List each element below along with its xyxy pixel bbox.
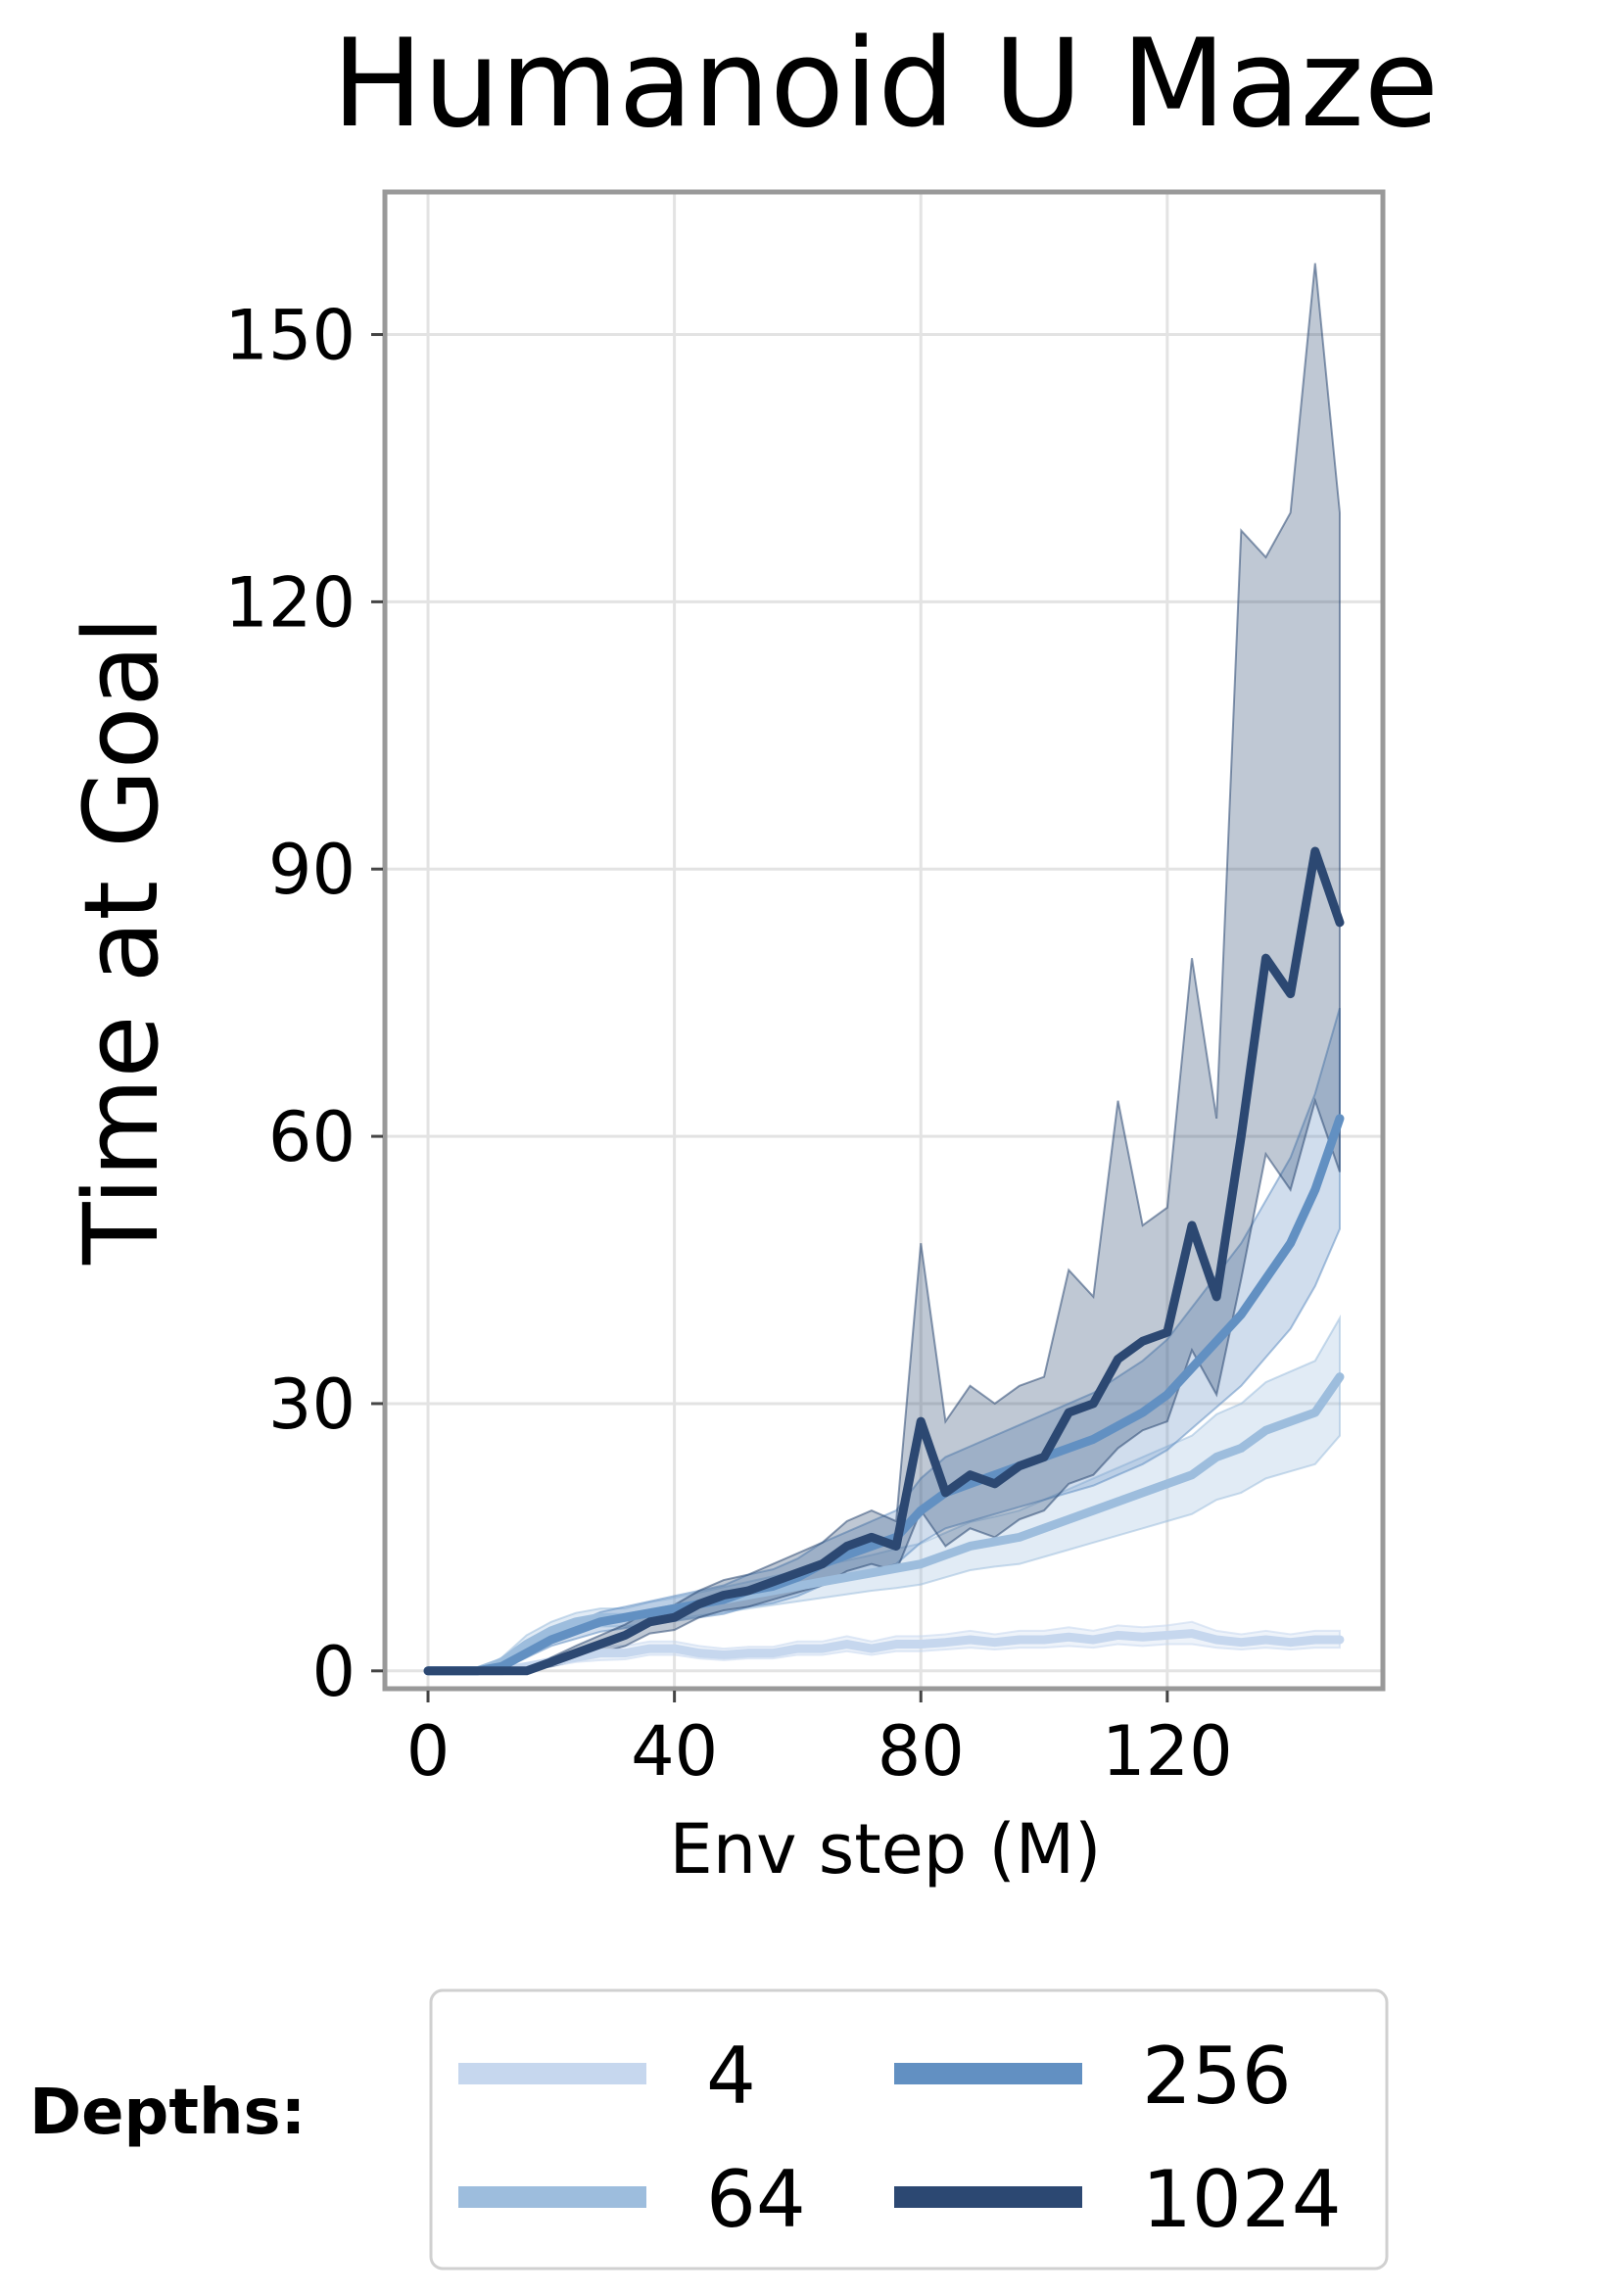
- x-axis-label: Env step (M): [670, 1809, 1102, 1889]
- legend-label-64: 64: [706, 2154, 806, 2245]
- legend-box: [429, 1988, 1389, 2271]
- line-depth-64: [423, 1372, 1345, 1676]
- chart-title: Humanoid U Maze: [332, 14, 1439, 155]
- legend: 4 64 256 1024: [458, 2031, 1342, 2245]
- line-depth-4: [423, 1629, 1345, 1676]
- y-tick-label: 120: [224, 562, 356, 643]
- gridlines: [385, 192, 1383, 1689]
- plot-frame: [382, 189, 1386, 1692]
- y-tick-label: 150: [224, 296, 356, 376]
- series-lines: [423, 846, 1345, 1676]
- x-tick-label: 0: [406, 1711, 451, 1792]
- y-tick-label: 0: [311, 1632, 356, 1712]
- y-tick-label: 30: [268, 1364, 356, 1445]
- x-axis: 0 40 80 120: [406, 1691, 1233, 1792]
- confidence-bands: [428, 263, 1341, 1672]
- y-axis: 0 30 60 90 120 150: [224, 296, 383, 1712]
- y-axis-label: Time at Goal: [62, 616, 181, 1266]
- legend-label-4: 4: [706, 2031, 756, 2122]
- y-tick-label: 60: [268, 1097, 356, 1177]
- legend-title: Depths:: [29, 2077, 306, 2149]
- line-depth-1024: [423, 846, 1345, 1676]
- x-tick-label: 40: [631, 1711, 718, 1792]
- y-tick-label: 90: [268, 830, 356, 910]
- band-depth-1024: [428, 263, 1341, 1672]
- legend-label-1024: 1024: [1142, 2154, 1342, 2245]
- legend-label-256: 256: [1142, 2031, 1292, 2122]
- x-tick-label: 80: [878, 1711, 965, 1792]
- x-tick-label: 120: [1102, 1711, 1233, 1792]
